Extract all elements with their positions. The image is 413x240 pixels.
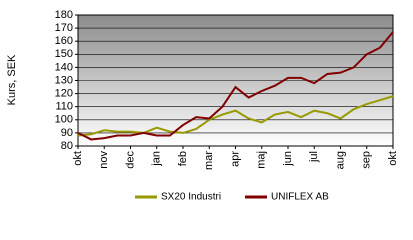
y-tick-label: 110 (55, 101, 73, 113)
y-tick-label: 90 (61, 127, 73, 139)
y-tick-label: 170 (55, 22, 73, 34)
series-line (77, 95, 394, 137)
x-tick-label: jul (308, 151, 320, 163)
x-tick-label: mar (203, 151, 215, 170)
y-tick-label: 180 (55, 9, 73, 21)
x-tick-label: jan (151, 151, 163, 167)
x-tick-label: okt (72, 151, 84, 166)
legend-label: UNIFLEX AB (271, 192, 329, 203)
x-tick-label: dec (124, 151, 136, 169)
legend-label: SX20 Industri (161, 192, 221, 203)
y-axis-label: Kurs, SEK (6, 54, 18, 105)
y-tick-label: 150 (55, 48, 73, 60)
y-tick-label: 120 (55, 88, 73, 100)
series-line (77, 31, 394, 141)
y-tick-label: 130 (55, 74, 73, 86)
x-tick-label: jun (282, 151, 294, 167)
x-tick-label: sep (361, 151, 373, 169)
x-tick-label: nov (98, 151, 110, 169)
x-tick-label: okt (387, 151, 399, 166)
x-tick-label: feb (177, 151, 189, 166)
y-tick-label: 160 (55, 35, 73, 47)
x-tick-label: aug (334, 151, 346, 169)
plot-border (77, 14, 394, 147)
y-tick-label: 140 (55, 61, 73, 73)
x-tick-label: apr (229, 151, 241, 167)
y-tick-label: 80 (61, 140, 73, 152)
x-tick-label: maj (256, 151, 268, 169)
y-tick-label: 100 (55, 114, 73, 126)
